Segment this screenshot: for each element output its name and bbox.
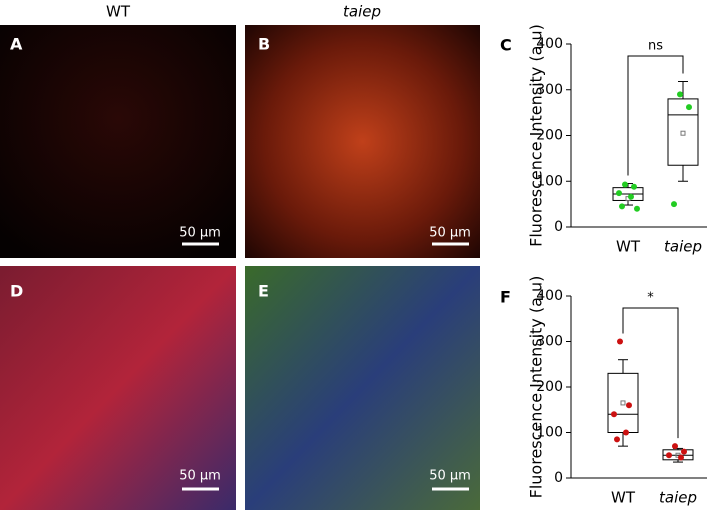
data-point: [616, 190, 622, 197]
y-tick-label: 100: [536, 173, 563, 189]
data-point: [622, 181, 628, 188]
data-point: [686, 104, 692, 111]
y-tick-label: 200: [536, 379, 563, 395]
column-header: taiep: [343, 3, 381, 21]
data-point: [681, 448, 687, 455]
data-point: [672, 443, 678, 450]
y-tick-label: 0: [554, 470, 563, 486]
panel-label: D: [10, 282, 23, 301]
micrograph: [0, 266, 236, 510]
y-tick-label: 300: [536, 334, 563, 350]
y-tick-label: 400: [536, 288, 563, 304]
panel-label: F: [500, 288, 511, 307]
micrograph: [245, 266, 480, 510]
data-point: [619, 203, 625, 210]
y-tick-label: 300: [536, 82, 563, 98]
data-point: [666, 452, 672, 459]
data-point: [677, 91, 683, 98]
data-point: [678, 454, 684, 461]
data-point: [623, 429, 629, 436]
box: [607, 372, 639, 434]
significance-bracket: [627, 55, 684, 176]
y-tick-label: 100: [536, 425, 563, 441]
data-point: [634, 205, 640, 212]
scale-bar-label: 50 µm: [429, 226, 471, 241]
y-tick-label: 0: [554, 219, 563, 235]
x-tick-label: taiep: [664, 238, 702, 256]
significance-label: ns: [648, 39, 663, 54]
box: [667, 98, 699, 166]
y-axis-label: Fluorescence Intensity (a.u): [527, 276, 546, 499]
data-point: [617, 338, 623, 345]
column-header: WT: [106, 3, 131, 21]
data-point: [628, 193, 634, 200]
x-tick-label: WT: [616, 238, 641, 256]
panel-label: C: [500, 36, 512, 55]
scale-bar-label: 50 µm: [179, 469, 221, 484]
micrograph: [245, 25, 480, 258]
significance-label: *: [647, 291, 654, 306]
micrograph: [0, 25, 236, 258]
data-point: [671, 201, 677, 208]
data-point: [614, 436, 620, 443]
panel-label: E: [258, 282, 269, 301]
data-point: [631, 183, 637, 190]
y-tick-label: 200: [536, 128, 563, 144]
data-point: [626, 402, 632, 409]
mean: [680, 130, 686, 136]
y-axis-label: Fluorescence Intensity (a.u): [527, 24, 546, 247]
data-point: [611, 411, 617, 418]
mean: [620, 400, 626, 406]
y-tick-label: 400: [536, 36, 563, 52]
x-tick-label: taiep: [659, 489, 697, 507]
x-tick-label: WT: [611, 489, 636, 507]
significance-bracket: [622, 307, 679, 439]
panel-label: B: [258, 35, 270, 54]
scale-bar-label: 50 µm: [179, 226, 221, 241]
panel-label: A: [10, 35, 23, 54]
scale-bar-label: 50 µm: [429, 469, 471, 484]
